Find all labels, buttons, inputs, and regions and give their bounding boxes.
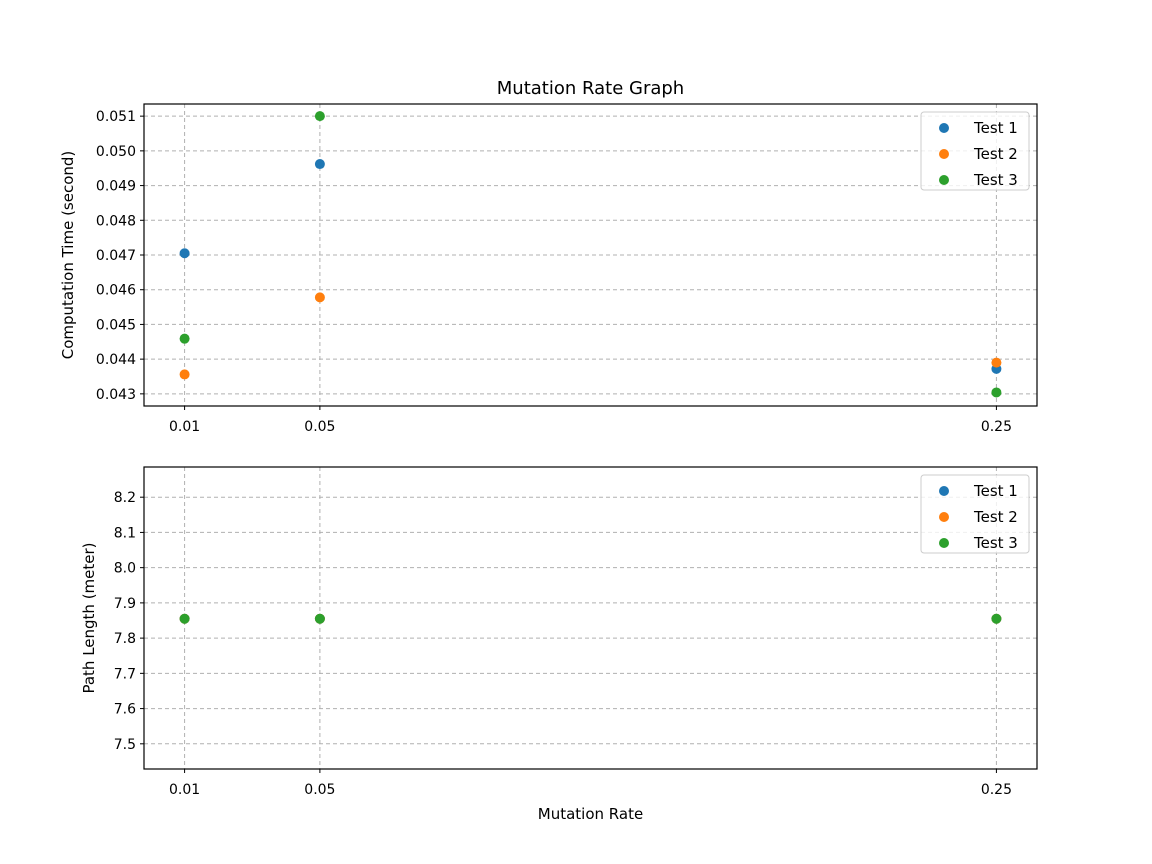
data-point: [314, 159, 325, 170]
series-2: [179, 292, 1002, 380]
data-point: [991, 387, 1002, 398]
y-axis-label: Path Length (meter): [80, 542, 98, 693]
data-point: [179, 613, 190, 624]
x-tick-label: 0.25: [981, 782, 1012, 798]
y-tick-label: 7.5: [114, 737, 136, 753]
y-tick-label: 0.046: [96, 283, 136, 299]
x-tick-label: 0.01: [169, 782, 200, 798]
y-tick-label: 8.1: [114, 525, 136, 541]
legend-label: Test 3: [973, 534, 1018, 552]
y-tick-label: 0.043: [96, 387, 136, 403]
legend-marker: [939, 149, 949, 159]
x-axis-label: Mutation Rate: [538, 805, 643, 823]
series-1: [179, 613, 1002, 624]
legend-label: Test 2: [973, 508, 1018, 526]
data-point: [179, 248, 190, 259]
y-axis-label: Computation Time (second): [59, 151, 77, 360]
series-2: [179, 613, 1002, 624]
legend-label: Test 2: [973, 145, 1018, 163]
x-tick-label: 0.25: [981, 419, 1012, 435]
legend-marker: [939, 512, 949, 522]
y-tick-label: 0.050: [96, 144, 136, 160]
data-point: [314, 111, 325, 122]
plot-frame: [143, 466, 1038, 770]
legend-label: Test 3: [973, 171, 1018, 189]
chart-title: Mutation Rate Graph: [497, 78, 684, 99]
data-point: [314, 292, 325, 303]
y-tick-label: 7.6: [114, 702, 136, 718]
chart-panel-2: 7.5 7.6 7.7 7.8 7.9 8.0 8.1 8.2 0.01 0.05 0.25 Path…: [80, 466, 1038, 823]
legend-box: [920, 474, 1030, 554]
y-tick-label: 0.047: [96, 248, 136, 264]
legend-label: Test 1: [973, 119, 1018, 137]
x-tick-label: 0.01: [169, 419, 200, 435]
legend-marker: [939, 175, 949, 185]
y-tick-label: 0.045: [96, 317, 136, 333]
y-tick-label: 7.7: [114, 666, 136, 682]
y-tick-label: 8.2: [114, 490, 136, 506]
series-3: [179, 111, 1002, 398]
x-tick-label: 0.05: [304, 419, 335, 435]
y-tick-label: 8.0: [114, 561, 136, 577]
y-tick-label: 0.044: [96, 352, 136, 368]
data-point: [179, 333, 190, 344]
y-tick-label: 7.9: [114, 596, 136, 612]
legend-marker: [939, 123, 949, 133]
series-3: [179, 613, 1002, 624]
x-tick-label: 0.05: [304, 782, 335, 798]
y-tick-label: 7.8: [114, 631, 136, 647]
series-1: [179, 159, 1002, 374]
data-point: [991, 613, 1002, 624]
legend-marker: [939, 538, 949, 548]
y-tick-label: 0.049: [96, 179, 136, 195]
data-point: [314, 613, 325, 624]
y-tick-label: 0.051: [96, 109, 136, 125]
legend-label: Test 1: [973, 482, 1018, 500]
data-point: [991, 357, 1002, 368]
chart-panel-1: 0.0430.0440.0450.0460.0470.0480.0490.050…: [59, 78, 1038, 435]
y-tick-label: 0.048: [96, 213, 136, 229]
legend-marker: [939, 486, 949, 496]
legend: Test 1 Test 2 Test 3: [920, 111, 1030, 191]
legend: Test 1 Test 2 Test 3: [920, 474, 1030, 554]
data-point: [179, 369, 190, 380]
legend-box: [920, 111, 1030, 191]
